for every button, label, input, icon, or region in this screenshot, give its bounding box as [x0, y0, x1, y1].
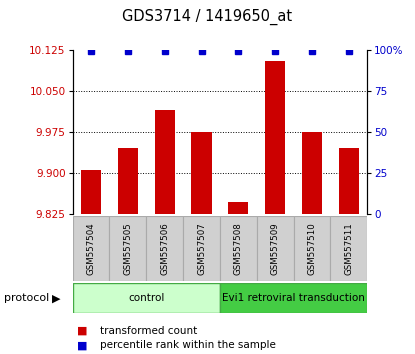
- Bar: [294, 216, 330, 281]
- Text: GSM557508: GSM557508: [234, 222, 243, 275]
- Bar: [81, 170, 101, 214]
- Bar: [73, 283, 220, 313]
- Bar: [220, 216, 257, 281]
- Text: GSM557511: GSM557511: [344, 222, 353, 275]
- Text: GSM557510: GSM557510: [308, 222, 317, 275]
- Bar: [265, 61, 286, 214]
- Bar: [228, 201, 249, 214]
- Bar: [154, 110, 175, 214]
- Text: percentile rank within the sample: percentile rank within the sample: [100, 340, 276, 350]
- Text: transformed count: transformed count: [100, 326, 197, 336]
- Bar: [118, 148, 138, 214]
- Text: ■: ■: [77, 340, 87, 350]
- Bar: [146, 216, 183, 281]
- Text: ■: ■: [77, 326, 87, 336]
- Text: GSM557506: GSM557506: [160, 222, 169, 275]
- Text: GSM557507: GSM557507: [197, 222, 206, 275]
- Text: GDS3714 / 1419650_at: GDS3714 / 1419650_at: [122, 9, 293, 25]
- Text: ▶: ▶: [52, 293, 60, 303]
- Bar: [220, 283, 367, 313]
- Bar: [302, 132, 322, 214]
- Bar: [339, 148, 359, 214]
- Bar: [183, 216, 220, 281]
- Text: GSM557504: GSM557504: [87, 222, 95, 275]
- Text: control: control: [128, 293, 164, 303]
- Bar: [110, 216, 146, 281]
- Text: Evi1 retroviral transduction: Evi1 retroviral transduction: [222, 293, 365, 303]
- Text: GSM557505: GSM557505: [123, 222, 132, 275]
- Text: GSM557509: GSM557509: [271, 222, 280, 275]
- Text: protocol: protocol: [4, 293, 49, 303]
- Bar: [191, 132, 212, 214]
- Bar: [73, 216, 110, 281]
- Bar: [257, 216, 294, 281]
- Bar: [330, 216, 367, 281]
